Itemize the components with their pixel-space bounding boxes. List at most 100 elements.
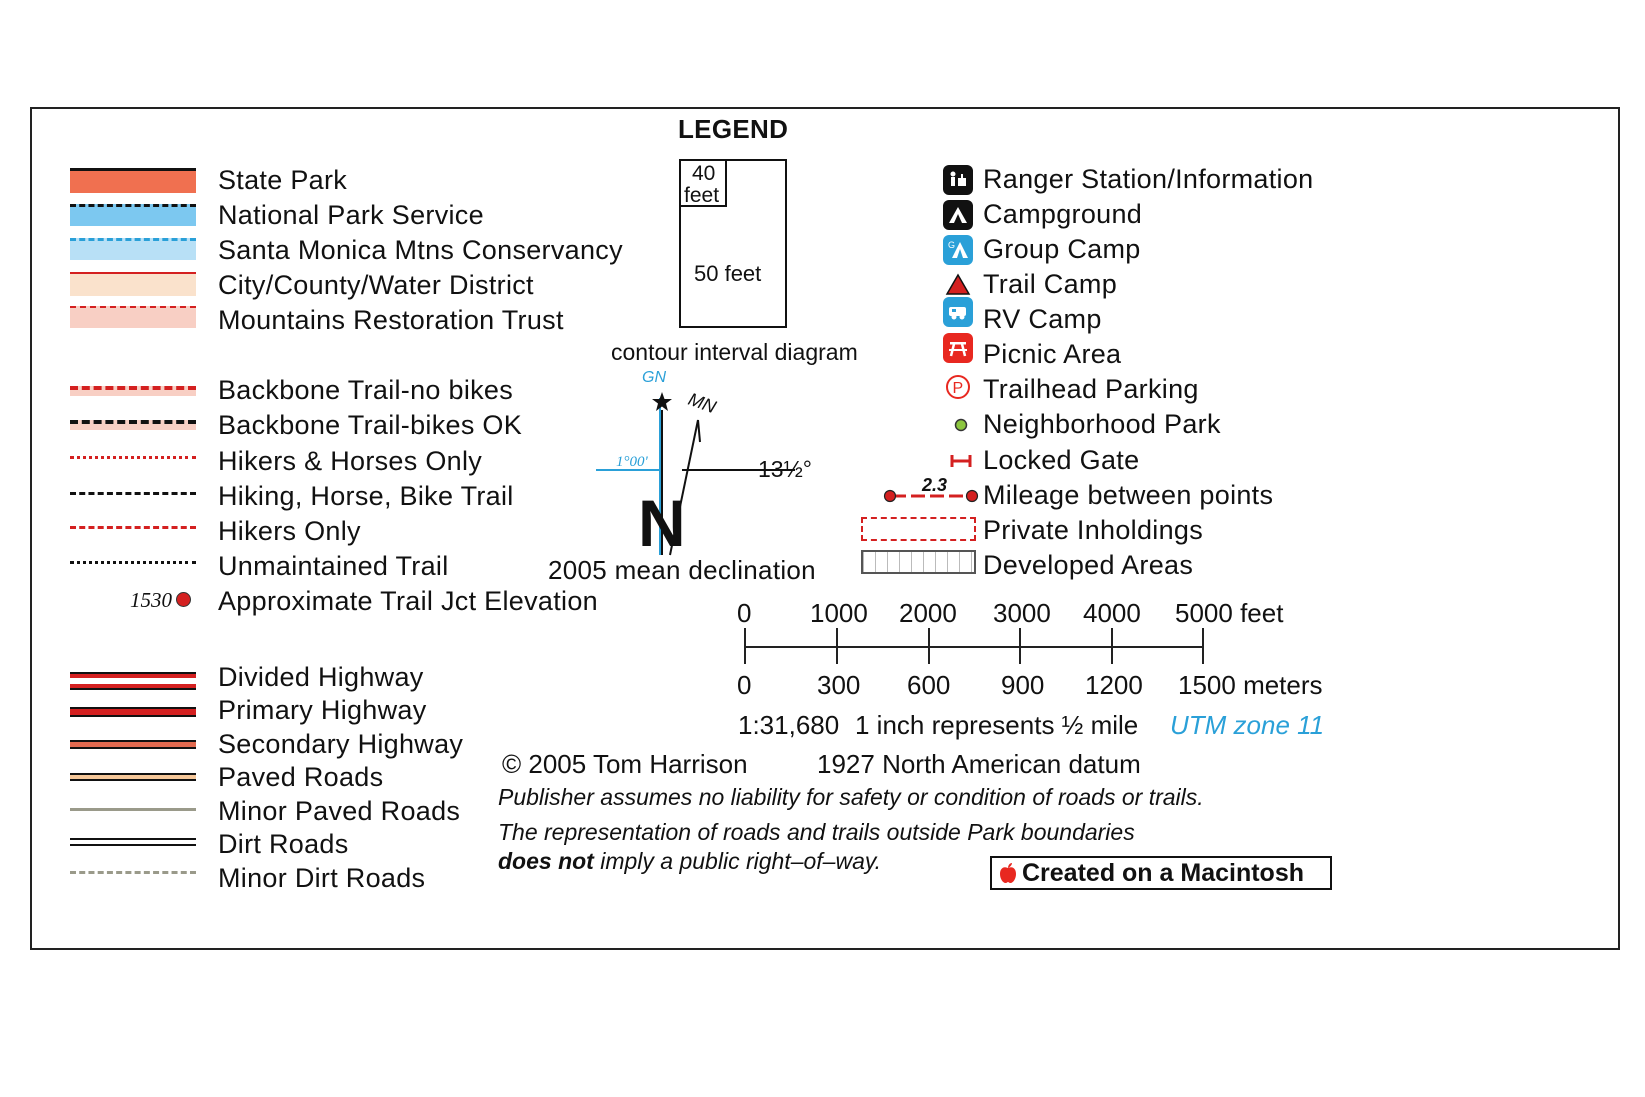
contour-small-bottom-label: feet xyxy=(684,184,720,207)
datum-text: 1927 North American datum xyxy=(817,749,1141,779)
scale-feet-label: 3000 xyxy=(993,598,1051,628)
svg-text:G: G xyxy=(948,240,955,250)
scale-feet-label: 4000 xyxy=(1083,598,1141,628)
nps-boundary-line xyxy=(70,204,196,207)
symbol-label-neighborhood-park: Neighborhood Park xyxy=(983,409,1221,439)
trail-label-backbone-bikes-ok: Backbone Trail-bikes OK xyxy=(218,410,523,440)
paved-roads-line xyxy=(70,773,196,781)
road-label-paved-roads: Paved Roads xyxy=(218,762,384,792)
contour-small-top-label: 40 xyxy=(692,162,716,185)
road-label-secondary-highway: Secondary Highway xyxy=(218,729,464,759)
declination-caption: 2005 mean declination xyxy=(548,555,816,585)
developed-areas-icon xyxy=(861,550,976,574)
scale-tick xyxy=(744,628,746,664)
disclaimer-line-2: The representation of roads and trails o… xyxy=(498,819,1135,845)
dirt-roads-line xyxy=(70,838,196,846)
trail-label-hiking-horse-bike: Hiking, Horse, Bike Trail xyxy=(218,481,514,511)
unmaintained-line xyxy=(70,561,196,564)
national-park-service-swatch xyxy=(70,204,196,226)
macintosh-badge-text: Created on a Macintosh xyxy=(1022,858,1304,887)
private-inholdings-icon xyxy=(861,517,976,541)
scale-ratio: 1:31,680 xyxy=(738,710,840,740)
ranger-station-icon xyxy=(943,165,973,195)
gn-label: GN xyxy=(642,369,666,386)
land-label-state-park: State Park xyxy=(218,165,348,195)
scale-inch-text: 1 inch represents ½ mile xyxy=(855,710,1139,740)
north-letter: N xyxy=(638,486,686,560)
symbol-label-ranger: Ranger Station/Information xyxy=(983,164,1314,194)
scale-meter-label: 1200 xyxy=(1085,670,1143,700)
trail-label-elevation: Approximate Trail Jct Elevation xyxy=(218,586,598,616)
symbol-label-private-inholdings: Private Inholdings xyxy=(983,515,1204,545)
scale-main-line xyxy=(744,646,1204,648)
road-label-minor-paved-roads: Minor Paved Roads xyxy=(218,796,461,826)
symbol-label-rv-camp: RV Camp xyxy=(983,304,1102,334)
minor-dirt-roads-line xyxy=(70,871,196,874)
declination-lines xyxy=(596,392,795,556)
smmc-boundary-line xyxy=(70,238,196,241)
mn-angle-label: 13½° xyxy=(758,456,812,482)
trail-label-hikers-only: Hikers Only xyxy=(218,516,361,546)
contour-caption: contour interval diagram xyxy=(611,339,858,365)
backbone-no-bikes-line xyxy=(70,386,196,396)
hiking-horse-bike-line xyxy=(70,492,196,495)
backbone-bikes-ok-line xyxy=(70,420,196,430)
picnic-area-icon xyxy=(943,333,973,363)
land-label-city-county: City/County/Water District xyxy=(218,270,534,300)
legend-frame xyxy=(30,107,1620,950)
mileage-sample-number: 2.3 xyxy=(922,475,948,495)
scale-tick xyxy=(928,628,930,664)
scale-meter-label: 0 xyxy=(737,670,752,700)
hikers-horses-line xyxy=(70,456,196,459)
road-label-primary-highway: Primary Highway xyxy=(218,695,427,725)
scale-feet-label: 2000 xyxy=(899,598,957,628)
neighborhood-park-icon xyxy=(946,410,976,440)
mrt-boundary-line xyxy=(70,306,196,308)
scale-tick xyxy=(1202,628,1204,664)
svg-text:P: P xyxy=(953,380,964,397)
symbol-label-picnic-area: Picnic Area xyxy=(983,339,1122,369)
symbol-label-campground: Campground xyxy=(983,199,1143,229)
mileage-icon xyxy=(883,489,979,503)
scale-tick xyxy=(836,628,838,664)
land-label-nps: National Park Service xyxy=(218,200,484,230)
scale-tick xyxy=(1111,628,1113,664)
land-label-mrt: Mountains Restoration Trust xyxy=(218,305,564,335)
scale-meter-label: 900 xyxy=(1001,670,1045,700)
primary-highway-line xyxy=(70,707,196,717)
secondary-highway-line xyxy=(70,740,196,749)
trail-label-backbone-no-bikes: Backbone Trail-no bikes xyxy=(218,375,514,405)
trailhead-parking-icon: P xyxy=(943,372,973,402)
symbol-label-trail-camp: Trail Camp xyxy=(983,269,1118,299)
scale-meter-label: 1500 meters xyxy=(1178,670,1323,700)
land-label-smmc: Santa Monica Mtns Conservancy xyxy=(218,235,623,265)
smmc-swatch xyxy=(70,238,196,260)
scale-tick xyxy=(1019,628,1021,664)
star-icon xyxy=(652,392,672,411)
symbol-label-locked-gate: Locked Gate xyxy=(983,445,1140,475)
contour-large-label: 50 feet xyxy=(694,261,762,286)
minor-paved-roads-line xyxy=(70,808,196,811)
symbol-label-trailhead-parking: Trailhead Parking xyxy=(983,374,1199,404)
road-label-dirt-roads: Dirt Roads xyxy=(218,829,349,859)
macintosh-badge: Created on a Macintosh xyxy=(990,856,1332,890)
legend-title: LEGEND xyxy=(678,114,789,144)
trail-label-hikers-horses: Hikers & Horses Only xyxy=(218,446,483,476)
mn-line xyxy=(669,419,699,556)
gn-angle-label: 1°00' xyxy=(616,454,648,470)
disclaimer-line-3: does not imply a public right–of–way. xyxy=(498,850,881,873)
contour-small-box xyxy=(679,159,727,207)
campground-icon xyxy=(943,200,973,230)
disclaimer-line-1: Publisher assumes no liability for safet… xyxy=(498,784,1204,810)
state-park-swatch xyxy=(70,168,196,193)
contour-large-box xyxy=(679,159,787,328)
symbol-label-group-camp: Group Camp xyxy=(983,234,1141,264)
elevation-dot-icon xyxy=(176,592,191,607)
disclaimer-rest-text: imply a public right–of–way. xyxy=(593,848,882,874)
copyright-text: © 2005 Tom Harrison xyxy=(502,749,748,779)
locked-gate-icon xyxy=(946,446,976,476)
scale-meter-label: 600 xyxy=(907,670,951,700)
road-label-divided-highway: Divided Highway xyxy=(218,662,424,692)
hikers-only-line xyxy=(70,526,196,529)
divided-highway-line xyxy=(70,674,196,688)
